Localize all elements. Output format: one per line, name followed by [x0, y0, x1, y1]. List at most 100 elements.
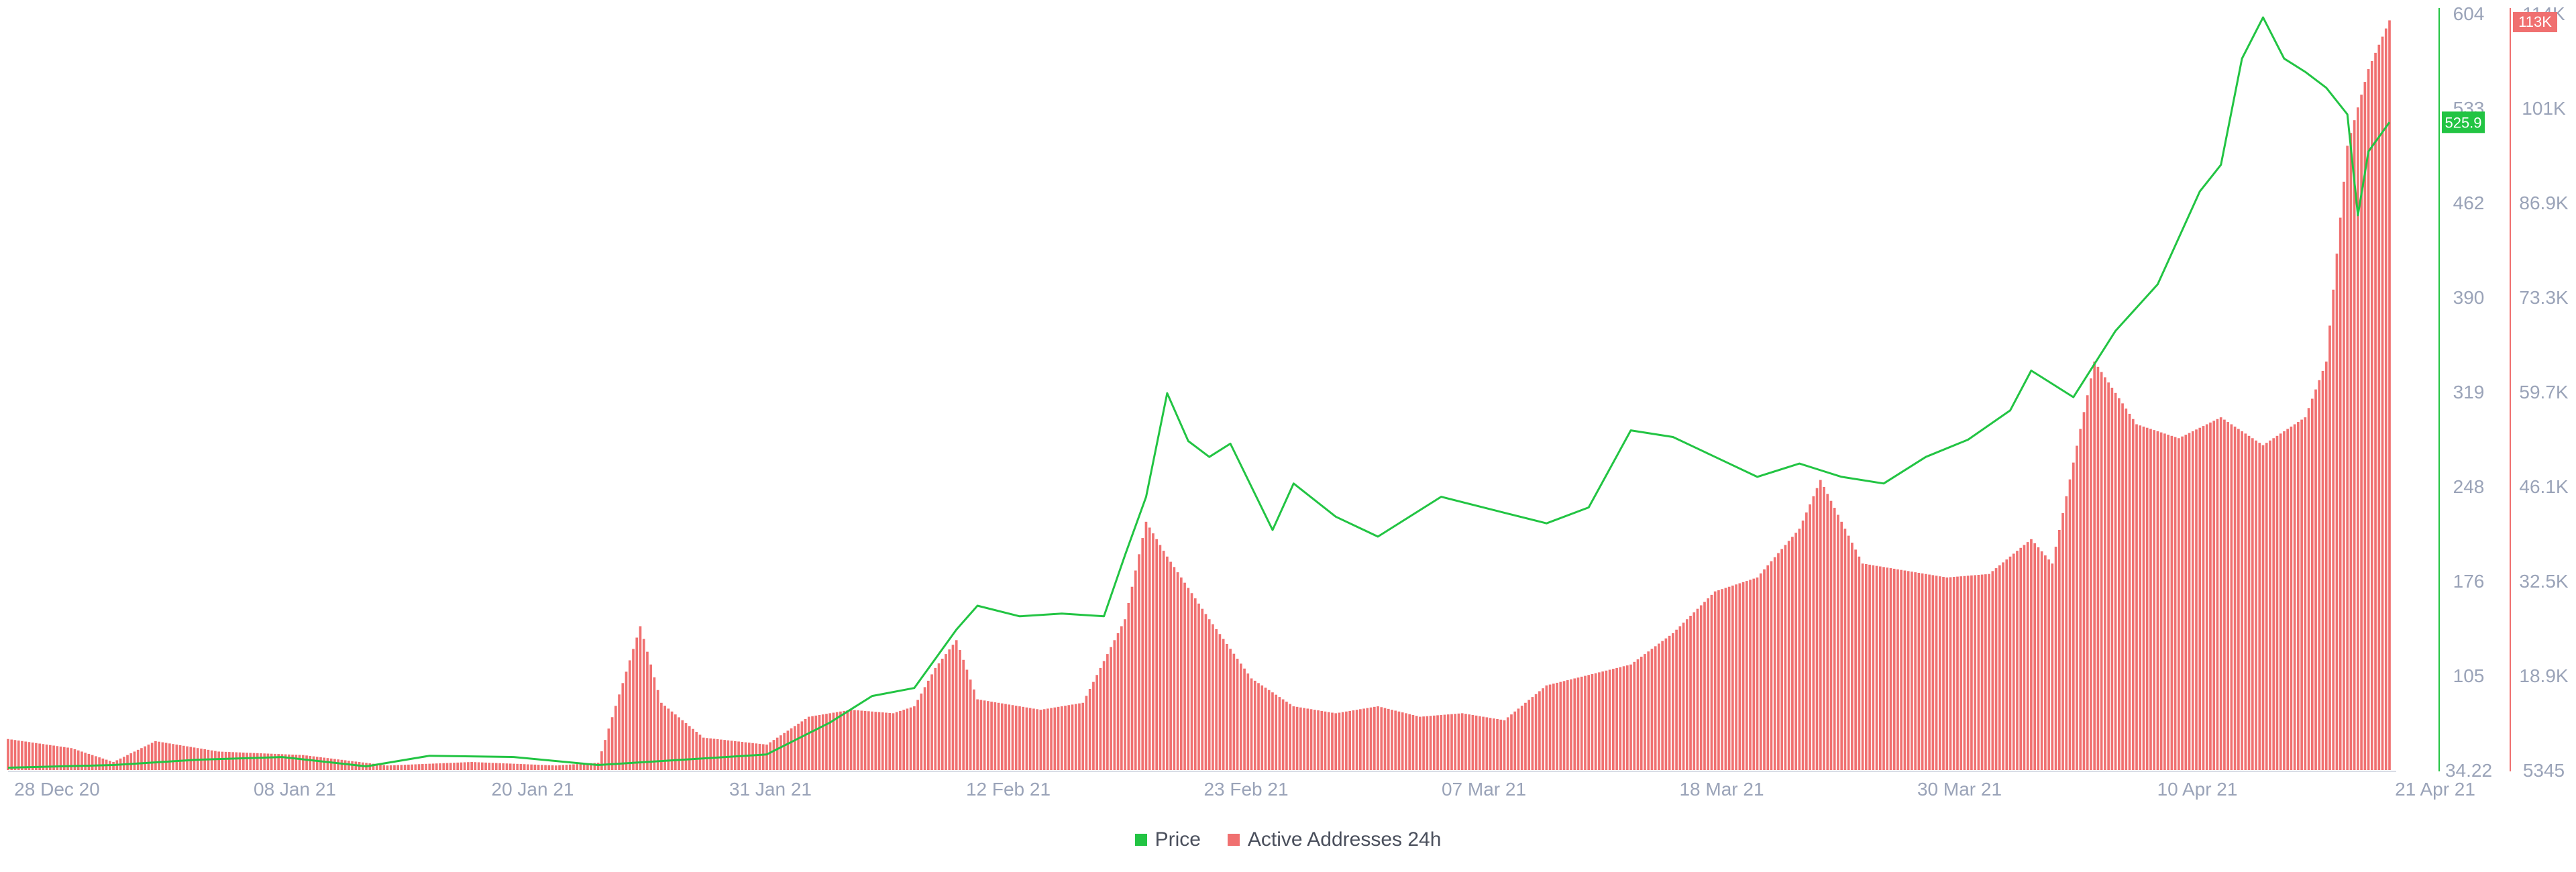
legend-item-price[interactable]: Price: [1134, 828, 1201, 851]
active-addresses-axis-tick-label: 5345: [2523, 760, 2565, 781]
active-addresses-bar: [140, 748, 143, 770]
active-addresses-bar: [235, 752, 238, 770]
active-addresses-bar: [460, 762, 463, 770]
active-addresses-bar: [417, 764, 421, 770]
active-addresses-bar: [674, 714, 677, 770]
active-addresses-bar: [1141, 538, 1144, 770]
active-addresses-bar: [375, 764, 378, 770]
active-addresses-bar: [1777, 553, 1780, 770]
active-addresses-bar: [1843, 529, 1847, 770]
active-addresses-bar: [2139, 425, 2142, 770]
active-addresses-bar: [695, 732, 698, 770]
active-addresses-bar: [1629, 664, 1632, 770]
active-addresses-bar: [916, 700, 919, 770]
active-addresses-bar: [393, 765, 396, 770]
active-addresses-bar: [1594, 673, 1597, 770]
active-addresses-bar: [1446, 714, 1450, 770]
active-addresses-bar: [1847, 535, 1850, 770]
active-addresses-bar: [1327, 712, 1330, 770]
active-addresses-bar: [1591, 673, 1594, 770]
active-addresses-bar: [1380, 707, 1383, 770]
active-addresses-bar: [1942, 577, 1945, 770]
active-addresses-bar: [1907, 571, 1910, 770]
active-addresses-bar: [1352, 710, 1355, 770]
active-addresses-bar: [1545, 685, 1548, 770]
active-addresses-bar: [1193, 598, 1197, 770]
active-addresses-bar: [997, 702, 1000, 770]
active-addresses-bar: [445, 763, 449, 770]
active-addresses-bar: [1650, 649, 1654, 770]
active-addresses-bar: [1960, 576, 1963, 770]
active-addresses-bar: [1534, 694, 1538, 770]
active-addresses-bar: [551, 765, 554, 770]
active-addresses-value-badge: [2513, 12, 2557, 32]
active-addresses-bar: [568, 764, 572, 770]
active-addresses-bar: [59, 747, 62, 770]
active-addresses-bar: [2145, 427, 2149, 770]
active-addresses-bar: [343, 760, 347, 770]
price-axis-tick-label: 319: [2453, 382, 2485, 402]
active-addresses-bar: [973, 689, 975, 770]
active-addresses-bar: [24, 741, 28, 770]
active-addresses-bar: [1809, 504, 1811, 770]
active-addresses-bar: [1391, 710, 1393, 770]
active-addresses-bar: [1815, 488, 1819, 770]
active-addresses-bar: [1271, 692, 1274, 770]
active-addresses-bar: [1784, 545, 1787, 770]
active-addresses-bar: [1025, 707, 1028, 770]
active-addresses-bar: [1938, 576, 1941, 770]
active-addresses-bar: [825, 714, 828, 770]
active-addresses-bar: [2384, 28, 2387, 771]
legend-item-active-addresses[interactable]: Active Addresses 24h: [1227, 828, 1441, 851]
active-addresses-bar: [1474, 715, 1478, 770]
active-addresses-bar: [1187, 588, 1190, 770]
active-addresses-bar: [1264, 688, 1267, 770]
active-addresses-bar: [2247, 435, 2251, 770]
active-addresses-bar: [937, 663, 941, 770]
active-addresses-bar: [2181, 436, 2184, 770]
active-addresses-bar: [1798, 529, 1801, 770]
active-addresses-bar: [607, 728, 610, 770]
active-addresses-bar: [1348, 710, 1351, 770]
x-tick-label: 31 Jan 21: [729, 779, 812, 800]
active-addresses-bar: [1212, 624, 1214, 770]
active-addresses-bar: [1752, 578, 1756, 770]
active-addresses-bar: [1584, 675, 1587, 770]
active-addresses-bar: [21, 741, 23, 770]
active-addresses-bar: [786, 730, 790, 770]
active-addresses-bar: [1517, 708, 1520, 770]
active-addresses-bar: [720, 739, 722, 770]
active-addresses-bar: [1833, 508, 1836, 770]
active-addresses-bar: [288, 754, 290, 770]
active-addresses-bar: [2030, 539, 2033, 770]
active-addresses-bar: [1267, 690, 1271, 770]
active-addresses-bar: [1201, 608, 1204, 770]
active-addresses-bar: [1144, 521, 1148, 770]
active-addresses-bar: [1576, 677, 1580, 770]
x-tick-label: 07 Mar 21: [1442, 779, 1526, 800]
active-addresses-bar: [411, 764, 413, 770]
active-addresses-bar: [2163, 433, 2166, 770]
active-addresses-bar: [1482, 716, 1485, 770]
active-addresses-bar: [712, 739, 716, 770]
active-addresses-bar: [2174, 437, 2177, 770]
active-addresses-bar: [31, 743, 34, 770]
active-addresses-bar: [1587, 675, 1591, 770]
x-tick-label: 08 Jan 21: [254, 779, 336, 800]
active-addresses-bar: [1222, 639, 1225, 770]
active-addresses-bar: [2079, 429, 2082, 770]
active-addresses-bar: [1889, 568, 1892, 770]
active-addresses-bar: [1471, 714, 1474, 770]
active-addresses-bar: [579, 763, 582, 770]
active-addresses-bar: [2255, 440, 2257, 770]
active-addresses-bar: [431, 763, 435, 770]
active-addresses-bar: [2279, 433, 2282, 770]
active-addresses-bar: [1542, 688, 1544, 770]
active-addresses-bar: [1678, 626, 1682, 770]
active-addresses-bar: [505, 763, 508, 770]
active-addresses-bar: [428, 763, 431, 770]
active-addresses-bar: [1538, 691, 1541, 770]
active-addresses-bar: [843, 710, 845, 770]
active-addresses-bar: [527, 764, 529, 770]
